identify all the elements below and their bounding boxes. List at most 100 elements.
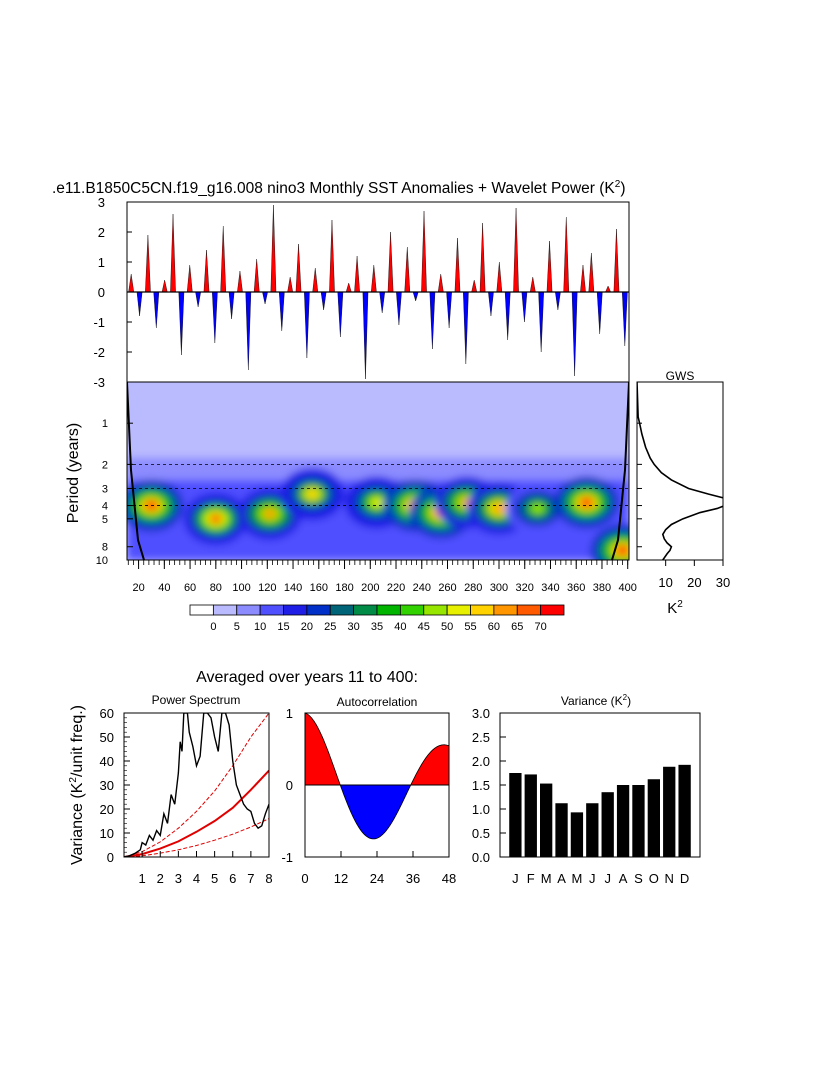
autocorrelation-negative-fill xyxy=(339,784,412,840)
colorbar-label: 30 xyxy=(348,621,360,633)
anomaly-bar xyxy=(622,291,628,347)
anomaly-bar xyxy=(488,291,494,317)
colorbar-label: 0 xyxy=(210,621,216,633)
x-tick-label: F xyxy=(527,871,535,886)
colorbar-swatch xyxy=(353,604,378,616)
x-tick-label: 36 xyxy=(406,871,420,886)
variance-panel: Variance (K2) J F M A M J J A S O N D3.02.52.01.51.… xyxy=(472,693,701,886)
colorbar-label: 70 xyxy=(535,621,547,633)
y-tick-label: 3.0 xyxy=(472,706,490,721)
x-tick-label: 200 xyxy=(361,582,379,594)
x-tick-label: J xyxy=(512,871,519,886)
x-tick-label: 24 xyxy=(370,871,384,886)
y-tick-label: 20 xyxy=(100,802,114,817)
anomaly-bar xyxy=(337,291,344,338)
x-tick-label: 280 xyxy=(464,582,482,594)
x-tick-label: N xyxy=(665,871,674,886)
x-tick-label: 2 xyxy=(157,871,164,886)
anomaly-bar xyxy=(412,291,419,302)
colorbar-label: 60 xyxy=(488,621,500,633)
y-tick-label: 0 xyxy=(107,850,114,865)
x-tick-label: 4 xyxy=(193,871,200,886)
anomaly-bar xyxy=(329,219,335,293)
variance-bar xyxy=(524,774,537,857)
anomaly-bar xyxy=(496,261,503,293)
y-tick-label: 0 xyxy=(286,778,293,793)
y-tick-label: 30 xyxy=(100,778,114,793)
anomaly-bar xyxy=(437,273,444,293)
anomaly-bar xyxy=(546,240,553,293)
x-tick-label: 220 xyxy=(387,582,405,594)
variance-bar xyxy=(586,803,599,857)
wavelet-power-region xyxy=(616,545,629,556)
autocorrelation-axes: 1 0 -1 0 12 24 36 48 xyxy=(281,706,456,886)
y-tick-label: 2 xyxy=(102,459,108,471)
x-tick-label: 1 xyxy=(139,871,146,886)
y-tick-label: 8 xyxy=(102,542,108,554)
y-tick-label: 0 xyxy=(98,285,105,300)
variance-axes: J F M A M J J A S O N D3.02.52.01.51.00.50.0 xyxy=(472,706,689,886)
anomaly-bar xyxy=(287,276,293,293)
cone-of-influence-left xyxy=(127,382,145,560)
x-tick-label: S xyxy=(634,871,643,886)
colorbar-label: 40 xyxy=(394,621,406,633)
anomaly-bar xyxy=(136,291,143,317)
gws-spectrum-line xyxy=(637,382,723,560)
colorbar-label: 35 xyxy=(371,621,383,633)
wavelet-frame xyxy=(126,381,630,561)
anomaly-bar xyxy=(563,216,570,293)
y-tick-label: 1 xyxy=(98,255,105,270)
autocorrelation-positive-fill xyxy=(304,712,341,786)
x-tick-label: 100 xyxy=(232,582,250,594)
x-tick-label: 360 xyxy=(567,582,585,594)
power-spectrum-line xyxy=(124,713,269,857)
red-noise-line xyxy=(124,769,269,857)
anomaly-bar xyxy=(588,252,595,293)
x-tick-label: J xyxy=(589,871,596,886)
cone-of-influence-right xyxy=(611,382,629,560)
y-tick-label: 2.5 xyxy=(472,730,490,745)
anomaly-bar xyxy=(446,291,452,329)
timeseries-y-axis: 3 2 1 0 -1 -2 -3 xyxy=(93,195,132,390)
title-close: ) xyxy=(620,180,625,197)
y-tick-label: 60 xyxy=(100,706,114,721)
variance-title: Variance (K2) xyxy=(561,693,631,708)
colorbar-swatch xyxy=(329,604,355,616)
anomaly-bar xyxy=(429,291,436,350)
gws-panel: GWS 10 20 30 K2 xyxy=(636,369,730,617)
variance-bar xyxy=(647,779,660,857)
anomaly-bar xyxy=(312,267,319,293)
timeseries-bars xyxy=(128,204,628,380)
variance-bar xyxy=(663,766,676,857)
colorbar-swatch xyxy=(470,604,495,616)
x-tick-label: 6 xyxy=(229,871,236,886)
colorbar-swatch xyxy=(446,604,471,616)
x-tick-label: 240 xyxy=(413,582,431,594)
wavelet-power-region xyxy=(370,497,383,508)
anomaly-bar xyxy=(253,258,260,293)
variance-bar xyxy=(632,785,645,857)
anomaly-bar xyxy=(320,291,327,311)
wavelet-power-region xyxy=(492,503,505,514)
anomaly-bar xyxy=(354,255,360,293)
anomaly-bar xyxy=(178,291,185,356)
wavelet-y-axis: 1 2 3 45 810 xyxy=(96,418,133,567)
anomaly-bar xyxy=(404,246,411,293)
y-tick-label: -2 xyxy=(93,345,105,360)
figure-title: .e11.B1850C5CN.f19_g16.008 nino3 Monthly… xyxy=(52,179,626,197)
gws-x-axis-label: K2 xyxy=(667,599,683,617)
anomaly-bar xyxy=(245,291,252,371)
red-noise-upper-line xyxy=(124,713,269,857)
anomaly-bar xyxy=(521,291,528,323)
y-tick-label: 40 xyxy=(100,754,114,769)
y-tick-label: 3 xyxy=(102,483,108,495)
y-tick-label: 0.5 xyxy=(472,826,490,841)
colorbar-swatch xyxy=(540,604,565,616)
x-tick-label: 80 xyxy=(210,582,222,594)
colorbar-swatch xyxy=(376,604,401,616)
power-spectrum-panel: Power Spectrum 60 50 40 30 20 10 0 1 2 3 4 5 6 7 8 Var… xyxy=(68,693,273,886)
y-tick-label: 50 xyxy=(100,730,114,745)
colorbar-swatch xyxy=(283,604,308,616)
x-tick-label: 180 xyxy=(335,582,353,594)
y-tick-label: 1.0 xyxy=(472,802,490,817)
